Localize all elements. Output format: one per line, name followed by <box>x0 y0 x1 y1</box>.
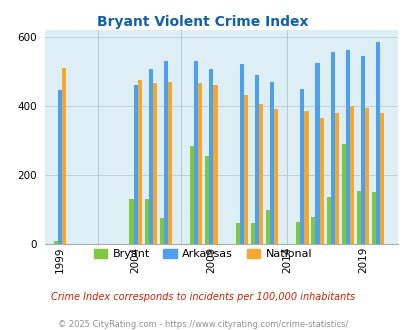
Bar <box>250 223 254 244</box>
Bar <box>345 50 349 244</box>
Bar <box>129 199 133 244</box>
Bar <box>300 88 304 244</box>
Legend: Bryant, Arkansas, National: Bryant, Arkansas, National <box>89 244 316 263</box>
Bar <box>235 223 239 244</box>
Bar <box>375 42 379 244</box>
Text: Bryant Violent Crime Index: Bryant Violent Crime Index <box>97 15 308 29</box>
Bar <box>194 61 198 244</box>
Bar <box>148 70 152 244</box>
Bar <box>243 95 247 244</box>
Bar <box>341 144 345 244</box>
Bar <box>265 210 269 244</box>
Bar <box>304 111 308 244</box>
Bar <box>258 104 262 244</box>
Bar <box>311 216 315 244</box>
Bar <box>269 82 273 244</box>
Bar <box>326 197 330 244</box>
Bar <box>209 70 213 244</box>
Bar <box>152 83 156 244</box>
Bar <box>133 85 137 244</box>
Bar <box>254 75 258 244</box>
Bar <box>239 64 243 244</box>
Bar <box>213 85 217 244</box>
Bar <box>53 241 58 244</box>
Bar <box>315 63 319 244</box>
Bar <box>356 190 360 244</box>
Bar <box>334 113 338 244</box>
Bar <box>205 156 209 244</box>
Text: Crime Index corresponds to incidents per 100,000 inhabitants: Crime Index corresponds to incidents per… <box>51 292 354 302</box>
Bar <box>330 52 334 244</box>
Bar <box>164 61 168 244</box>
Bar <box>144 199 148 244</box>
Bar <box>160 218 164 244</box>
Bar <box>58 90 62 244</box>
Bar <box>190 146 194 244</box>
Bar <box>168 82 172 244</box>
Bar <box>360 56 364 244</box>
Bar <box>371 192 375 244</box>
Bar <box>319 118 323 244</box>
Bar <box>273 109 277 244</box>
Bar <box>349 106 353 244</box>
Bar <box>364 108 368 244</box>
Bar <box>137 80 141 244</box>
Bar <box>296 222 300 244</box>
Bar <box>198 83 202 244</box>
Text: © 2025 CityRating.com - https://www.cityrating.com/crime-statistics/: © 2025 CityRating.com - https://www.city… <box>58 320 347 329</box>
Bar <box>62 68 66 244</box>
Bar <box>379 113 384 244</box>
